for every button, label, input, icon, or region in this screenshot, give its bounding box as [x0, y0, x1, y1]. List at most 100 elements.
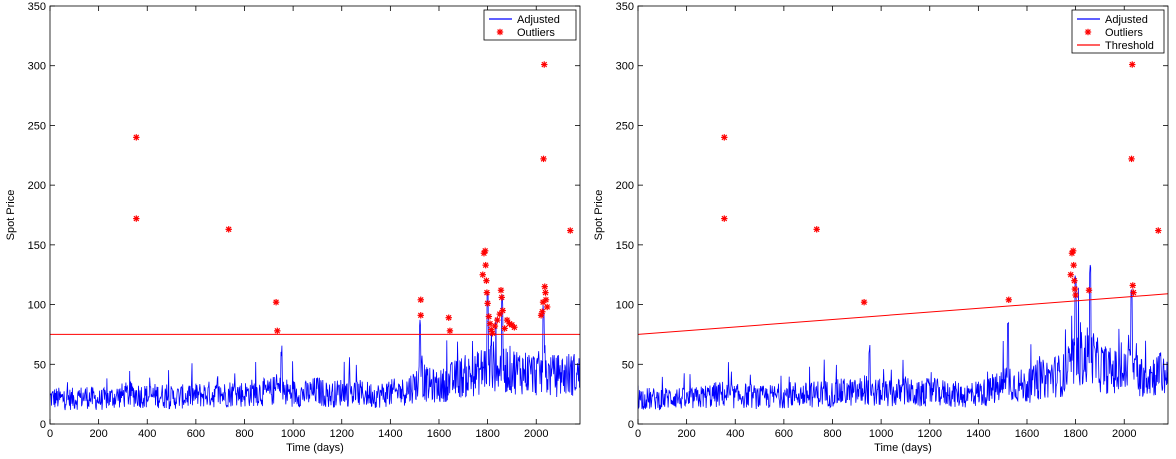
- outlier-point: [274, 327, 281, 335]
- x-tick-label: 1600: [427, 428, 451, 440]
- outlier-point: [1072, 291, 1079, 299]
- outlier-point: [483, 289, 491, 296]
- outlier-point: [445, 314, 452, 321]
- outlier-point: [1071, 285, 1079, 293]
- outlier-point: [485, 313, 493, 320]
- y-tick-label: 350: [28, 1, 46, 13]
- x-tick-label: 600: [775, 428, 793, 440]
- y-tick-label: 100: [28, 300, 46, 312]
- x-tick-label: 0: [635, 428, 641, 440]
- legend-label: Adjusted: [1105, 14, 1148, 26]
- legend-swatch-outliers: [1084, 28, 1092, 36]
- y-tick-label: 150: [616, 240, 634, 252]
- x-tick-label: 2000: [1112, 428, 1136, 440]
- legend-label: Threshold: [1105, 40, 1154, 52]
- outlier-point: [1128, 155, 1135, 163]
- x-tick-label: 400: [138, 428, 156, 440]
- series-adjusted-line: [638, 264, 1168, 411]
- x-tick-label: 2000: [524, 428, 548, 440]
- x-tick-label: 1200: [330, 428, 354, 440]
- outlier-point: [511, 324, 518, 331]
- chart-panel-1: 0 200 400 600 800 1000 1200 1400 1600 1800 2000 0 50…: [5, 1, 581, 454]
- y-tick-label: 200: [616, 180, 634, 192]
- outlier-point: [541, 283, 548, 290]
- outlier-point: [1085, 287, 1093, 294]
- legend-entry-outliers: Outliers: [496, 27, 555, 39]
- x-axis-label: Time (days): [874, 442, 932, 454]
- y-tick-label: 0: [40, 419, 46, 431]
- outlier-point: [483, 277, 490, 284]
- y-tick-label: 0: [628, 419, 634, 431]
- outlier-point: [1129, 61, 1136, 68]
- x-axis-label: Time (days): [286, 442, 344, 454]
- outlier-point: [133, 215, 140, 222]
- outlier-point: [501, 325, 508, 332]
- y-tick-label: 250: [616, 120, 634, 132]
- outlier-point: [1155, 227, 1162, 234]
- outlier-point: [417, 296, 424, 303]
- plot-area: [638, 6, 1168, 424]
- y-tick-label: 100: [616, 300, 634, 312]
- y-tick-label: 350: [616, 1, 634, 13]
- x-tick-label: 1400: [378, 428, 402, 440]
- outlier-point: [542, 289, 549, 296]
- outlier-point: [1070, 261, 1077, 269]
- outlier-point: [1005, 296, 1012, 303]
- y-axis-label: Spot Price: [5, 190, 17, 241]
- y-axis-label: Spot Price: [593, 190, 605, 241]
- outlier-point: [499, 307, 506, 314]
- outlier-point: [494, 316, 501, 324]
- outlier-point: [481, 247, 489, 255]
- outlier-point: [446, 327, 454, 335]
- outlier-point: [813, 226, 820, 233]
- outlier-point: [272, 298, 280, 306]
- outlier-point: [497, 287, 505, 294]
- outlier-point: [543, 303, 551, 311]
- outlier-point: [542, 296, 550, 303]
- outlier-point: [486, 320, 494, 327]
- y-tick-label: 50: [34, 359, 46, 371]
- legend-entry-threshold: Threshold: [1077, 40, 1154, 52]
- outlier-point: [540, 155, 547, 163]
- outlier-point: [484, 300, 491, 307]
- y-tick-label: 300: [616, 61, 634, 73]
- x-tick-label: 1800: [1063, 428, 1087, 440]
- plot-content: [638, 61, 1168, 411]
- outlier-point: [491, 322, 499, 330]
- legend-box: [483, 9, 577, 41]
- legend-label: Adjusted: [517, 14, 560, 26]
- outlier-point: [567, 227, 574, 234]
- outlier-point: [1069, 247, 1077, 255]
- y-tick-label: 50: [622, 359, 634, 371]
- x-tick-label: 800: [823, 428, 841, 440]
- series-adjusted-line: [50, 290, 580, 411]
- x-tick-label: 1800: [475, 428, 499, 440]
- outlier-point: [503, 316, 511, 324]
- outlier-point: [133, 134, 140, 141]
- legend-entry-adjusted: Adjusted: [1077, 14, 1148, 26]
- x-tick-label: 200: [89, 428, 107, 440]
- plot-content: [50, 61, 580, 411]
- x-tick-label: 1000: [869, 428, 893, 440]
- legend-entry-outliers: Outliers: [1084, 27, 1143, 39]
- chart-panel-2: 0 200 400 600 800 1000 1200 1400 1600 1800 2000 0 50…: [593, 1, 1169, 454]
- axes-box: [49, 5, 581, 425]
- x-tick-label: 800: [235, 428, 253, 440]
- outlier-point: [541, 61, 548, 68]
- x-tick-label: 1000: [281, 428, 305, 440]
- outlier-point: [417, 312, 424, 319]
- outlier-point: [539, 308, 546, 315]
- outlier-point: [1130, 289, 1137, 296]
- outlier-point: [721, 215, 728, 222]
- outlier-point: [479, 271, 486, 278]
- outlier-point: [1071, 277, 1078, 284]
- outlier-point: [225, 226, 232, 233]
- outlier-point: [482, 261, 489, 269]
- outlier-point: [1129, 282, 1136, 289]
- y-tick-label: 200: [28, 180, 46, 192]
- axes-box: [637, 5, 1169, 425]
- x-tick-label: 200: [677, 428, 695, 440]
